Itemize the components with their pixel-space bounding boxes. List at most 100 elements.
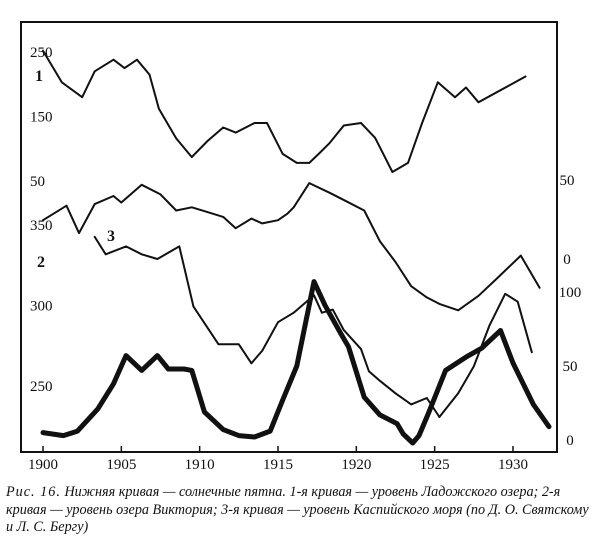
- data-point-curve2: [477, 295, 480, 297]
- data-point-curve3: [217, 343, 220, 346]
- data-point-sunspots: [140, 369, 143, 372]
- data-point-curve1: [374, 137, 376, 139]
- data-point-curve2: [410, 285, 413, 288]
- data-point-curve2: [234, 227, 237, 229]
- data-point-sunspots: [347, 345, 350, 348]
- data-point-curve3: [292, 311, 295, 314]
- data-point-curve1: [407, 162, 409, 164]
- data-point-curve2: [457, 309, 460, 312]
- caption-text: Нижняя кривая — солнечные пятна. 1-я кри…: [6, 484, 589, 535]
- data-point-curve3: [321, 311, 323, 314]
- data-point-sunspots: [378, 413, 381, 416]
- data-point-curve3: [360, 348, 362, 350]
- data-point-curve2: [438, 303, 441, 305]
- data-point-curve2: [78, 232, 80, 234]
- data-point-curve1: [281, 153, 284, 155]
- x-tick-label: 1925: [420, 457, 450, 473]
- data-point-curve3: [261, 349, 264, 352]
- left-axis-label-curve2: 300: [30, 299, 53, 315]
- x-tick-label: 1900: [28, 457, 58, 473]
- right-axis-label-curve3: 50: [560, 173, 575, 189]
- data-point-curve1: [421, 122, 423, 124]
- x-tick-label: 1915: [263, 457, 293, 473]
- data-point-curve3: [250, 362, 253, 365]
- data-point-curve1: [477, 101, 480, 104]
- data-point-sunspots: [203, 410, 206, 414]
- data-point-sunspots: [499, 329, 502, 332]
- data-point-sunspots: [269, 429, 272, 433]
- data-point-curve2: [175, 209, 177, 212]
- data-point-sunspots: [417, 434, 421, 437]
- series-line-curve2: [42, 182, 541, 312]
- series-layer: [40, 49, 552, 446]
- data-point-curve3: [140, 253, 143, 256]
- data-point-curve2: [42, 219, 44, 221]
- figure-caption: Рис. 16. Нижняя кривая — солнечные пятна…: [6, 484, 590, 537]
- data-point-sunspots: [96, 407, 100, 411]
- left-axis-labels: 250 150 50 350 300 250: [30, 45, 53, 395]
- data-point-sunspots: [237, 434, 240, 437]
- series-line-sunspots: [40, 279, 552, 446]
- data-point-curve3: [426, 397, 428, 399]
- data-point-curve2: [496, 277, 499, 279]
- data-point-sunspots: [182, 367, 186, 371]
- x-tick-label: 1910: [185, 457, 215, 473]
- data-point-sunspots: [323, 304, 327, 307]
- right-axis-labels: 50 0 100 50 0: [559, 173, 582, 449]
- data-point-curve2: [292, 206, 295, 209]
- data-point-sunspots: [363, 395, 366, 399]
- data-point-curve1: [206, 140, 209, 142]
- data-point-curve2: [379, 240, 381, 242]
- series-line-curve1: [42, 49, 527, 173]
- data-point-curve1: [222, 126, 224, 129]
- data-point-curve1: [317, 153, 320, 155]
- data-point-curve1: [123, 67, 126, 69]
- data-point-sunspots: [395, 422, 399, 425]
- data-point-sunspots: [281, 398, 284, 402]
- data-point-curve1: [158, 108, 160, 110]
- x-tick-label: 1930: [498, 457, 528, 473]
- data-point-sunspots: [511, 361, 515, 365]
- data-point-curve2: [112, 195, 115, 197]
- data-point-curve2: [140, 184, 143, 186]
- data-point-curve3: [93, 236, 96, 238]
- data-point-sunspots: [112, 382, 115, 385]
- x-tick-label: 1905: [106, 457, 136, 473]
- data-point-sunspots: [532, 403, 535, 406]
- data-point-curve1: [266, 122, 268, 124]
- data-point-sunspots: [124, 354, 128, 357]
- left-axis-label-curve2: 250: [30, 379, 53, 395]
- data-point-curve3: [178, 245, 181, 248]
- curve-label-1: 1: [35, 68, 43, 85]
- data-point-curve1: [391, 171, 394, 173]
- data-point-curve2: [191, 206, 193, 209]
- data-point-curve1: [360, 122, 362, 124]
- data-point-curve3: [516, 300, 519, 303]
- data-point-curve2: [250, 217, 253, 220]
- data-point-curve1: [437, 81, 439, 84]
- data-point-sunspots: [41, 431, 45, 434]
- data-point-curve1: [234, 131, 237, 134]
- data-point-curve3: [277, 321, 279, 324]
- right-axis-label-sunspots: 50: [563, 359, 578, 375]
- data-point-curve2: [308, 182, 311, 184]
- data-point-curve3: [531, 351, 533, 354]
- x-tick-label: 1920: [341, 457, 371, 473]
- left-axis-label-curve1: 250: [30, 45, 53, 61]
- figure-number: Рис. 16.: [6, 484, 61, 500]
- data-point-curve3: [379, 379, 381, 382]
- data-point-curve1: [81, 96, 83, 98]
- data-point-curve2: [363, 209, 366, 212]
- data-point-curve1: [465, 86, 467, 89]
- data-point-curve2: [520, 254, 522, 257]
- data-point-curve1: [524, 75, 527, 78]
- data-point-sunspots: [167, 367, 170, 371]
- data-point-curve1: [454, 96, 456, 98]
- data-point-curve1: [328, 142, 331, 144]
- right-axis-label-sunspots: 100: [559, 285, 582, 301]
- data-point-sunspots: [480, 347, 483, 350]
- data-point-curve3: [192, 305, 195, 308]
- data-point-curve3: [104, 253, 107, 256]
- data-point-curve2: [65, 204, 68, 207]
